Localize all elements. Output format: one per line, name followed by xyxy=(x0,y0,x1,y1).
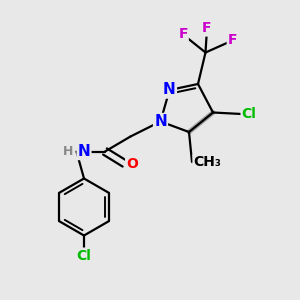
Text: Cl: Cl xyxy=(242,107,256,121)
Text: Cl: Cl xyxy=(76,249,92,262)
Text: N: N xyxy=(163,82,176,98)
Text: CH₃: CH₃ xyxy=(194,155,221,169)
Text: F: F xyxy=(228,34,237,47)
Text: F: F xyxy=(202,22,212,35)
Text: H: H xyxy=(63,145,74,158)
Text: O: O xyxy=(126,157,138,170)
Text: N: N xyxy=(154,114,167,129)
Text: F: F xyxy=(178,28,188,41)
Text: N: N xyxy=(78,144,90,159)
